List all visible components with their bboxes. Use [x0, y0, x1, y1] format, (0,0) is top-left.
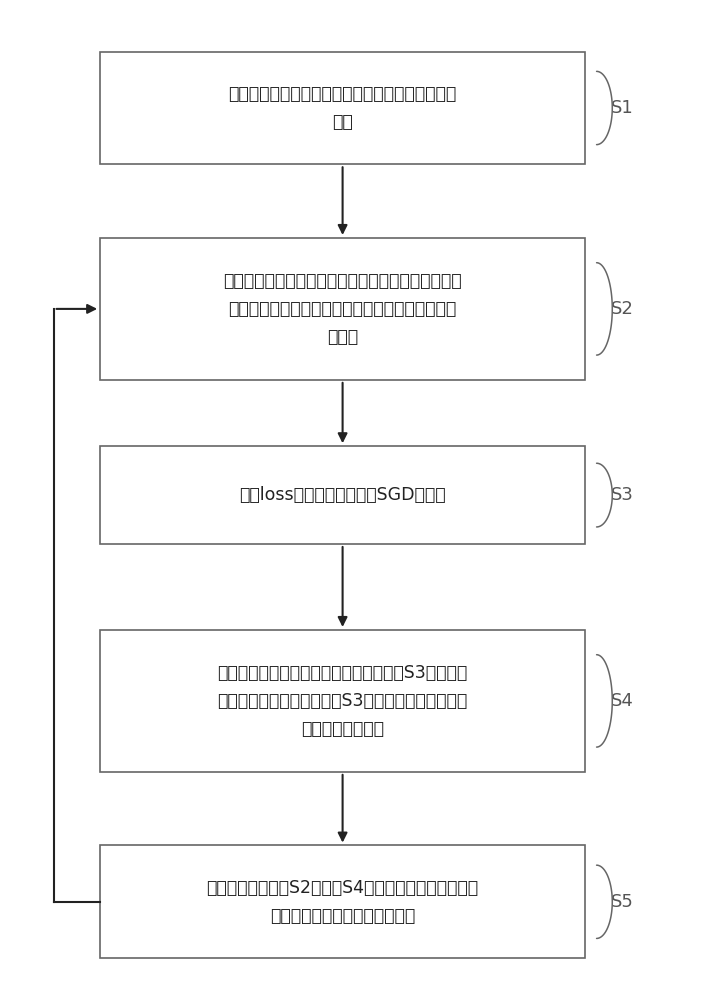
Bar — [100, 238, 585, 380]
Text: S2: S2 — [611, 300, 633, 318]
Text: 构造loss损失函数，并构造SGD优化器: 构造loss损失函数，并构造SGD优化器 — [240, 486, 446, 504]
Text: 将训练样本批量输入到网络中，使用步骤S3所构造的
损失函数计算损失，并使用S3构造的优化器进行反向
传播更新网络参数: 将训练样本批量输入到网络中，使用步骤S3所构造的 损失函数计算损失，并使用S3构… — [218, 664, 467, 738]
Bar — [100, 845, 585, 958]
Text: S4: S4 — [611, 692, 633, 710]
Text: S3: S3 — [611, 486, 633, 504]
Text: S1: S1 — [611, 99, 633, 117]
Text: 多次重复上述步骤S2到步骤S4，对网络进行迭代优化，
直到训练完毕，得到最终的模型: 多次重复上述步骤S2到步骤S4，对网络进行迭代优化， 直到训练完毕，得到最终的模… — [207, 879, 478, 925]
Bar — [100, 446, 585, 544]
Text: S5: S5 — [611, 893, 633, 911]
Bar — [100, 630, 585, 772]
Bar — [100, 52, 585, 164]
Text: 批量加载训练样本，即每次加载若干个训练样本，并
于加载时将图像尺寸裁剪为同等大小，输入到识别
网络中: 批量加载训练样本，即每次加载若干个训练样本，并 于加载时将图像尺寸裁剪为同等大小… — [223, 272, 462, 346]
Text: 利用各种行驶道路的图像构建用于模型训练用的数
据集: 利用各种行驶道路的图像构建用于模型训练用的数 据集 — [229, 85, 456, 131]
